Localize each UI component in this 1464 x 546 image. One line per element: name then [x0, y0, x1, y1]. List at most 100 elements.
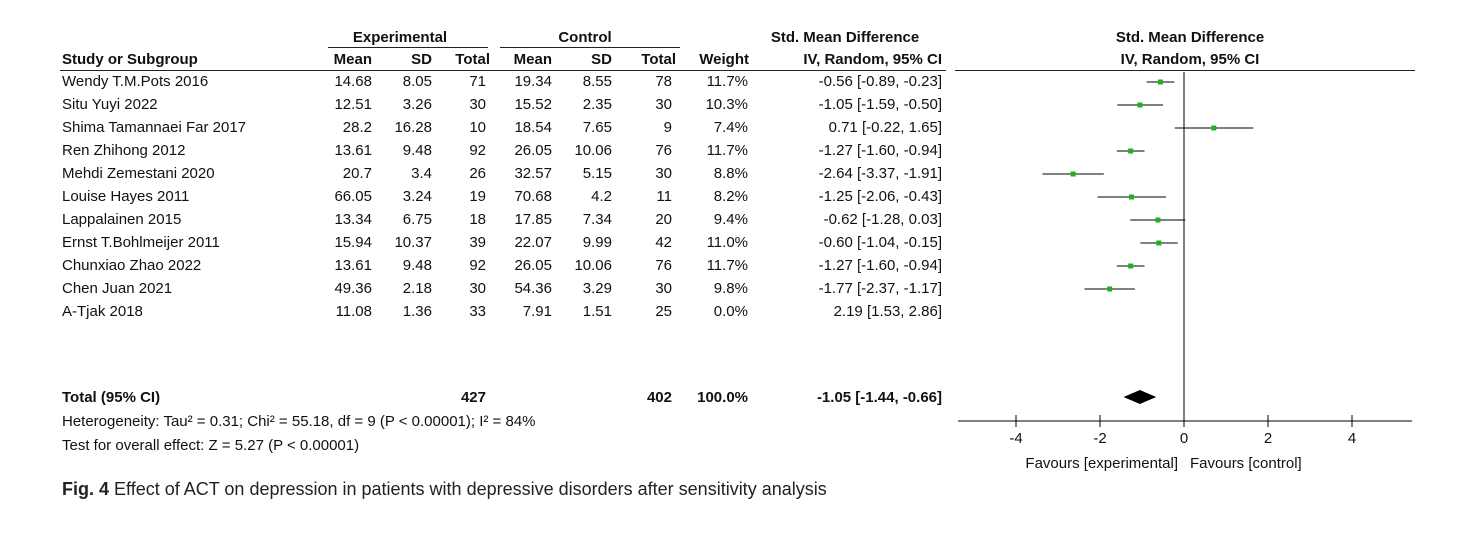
smd-plot-header: Std. Mean Difference — [1115, 29, 1265, 46]
exp-sd-header: SD — [411, 51, 432, 68]
exp-mean: 28.2 — [342, 119, 372, 136]
ctl-mean: 15.52 — [514, 96, 552, 113]
point-estimate — [1129, 194, 1134, 200]
exp-total: 39 — [469, 234, 486, 251]
study-name: Ernst T.Bohlmeijer 2011 — [62, 234, 220, 251]
figure-caption-text: Effect of ACT on depression in patients … — [114, 479, 827, 499]
ctl-mean: 18.54 — [514, 119, 552, 136]
weight: 0.0% — [713, 303, 748, 320]
exp-mean: 20.7 — [342, 165, 372, 182]
ctl-total: 25 — [655, 303, 672, 320]
ctl-total: 9 — [663, 119, 672, 136]
x-tick-label: 4 — [1348, 430, 1356, 447]
ctl-mean: 7.91 — [522, 303, 552, 320]
exp-total: 18 — [469, 211, 486, 228]
ci-text: -0.60 [-1.04, -0.15] — [818, 234, 942, 251]
exp-total: 19 — [469, 188, 486, 205]
x-tick-label: -2 — [1093, 430, 1106, 447]
exp-sd: 9.48 — [402, 257, 432, 274]
ctl-total-header: Total — [641, 51, 676, 68]
study-name: Ren Zhihong 2012 — [62, 142, 186, 159]
total-weight: 100.0% — [697, 389, 748, 406]
weight: 11.7% — [706, 73, 748, 90]
ci-plot-header: IV, Random, 95% CI — [1120, 51, 1260, 68]
heterogeneity-stat: Heterogeneity: Tau² = 0.31; Chi² = 55.18… — [62, 413, 536, 430]
exp-sd: 9.48 — [402, 142, 432, 159]
experimental-underline — [328, 47, 488, 48]
exp-sd: 3.24 — [402, 188, 432, 205]
x-tick-label: 0 — [1180, 430, 1188, 447]
study-name: Shima Tamannaei Far 2017 — [62, 119, 246, 136]
ctl-total: 30 — [655, 280, 672, 297]
exp-mean: 13.61 — [334, 257, 372, 274]
study-name: Mehdi Zemestani 2020 — [62, 165, 215, 182]
point-estimate — [1157, 79, 1163, 85]
ctl-sd: 9.99 — [582, 234, 612, 251]
ctl-total: 11 — [656, 188, 672, 205]
weight: 9.4% — [713, 211, 748, 228]
weight: 8.8% — [713, 165, 748, 182]
favours-control-note: Favours [control] — [1190, 455, 1302, 472]
weight: 8.2% — [713, 188, 748, 205]
ctl-total: 78 — [655, 73, 672, 90]
study-name: Louise Hayes 2011 — [62, 188, 190, 205]
figure-caption: Fig. 4 Effect of ACT on depression in pa… — [62, 479, 827, 500]
exp-sd: 10.37 — [394, 234, 432, 251]
ctl-sd: 7.34 — [582, 211, 612, 228]
exp-mean: 15.94 — [334, 234, 372, 251]
ctl-mean: 22.07 — [514, 234, 552, 251]
ctl-sd: 10.06 — [574, 257, 612, 274]
overall-effect-stat: Test for overall effect: Z = 5.27 (P < 0… — [62, 437, 360, 454]
exp-mean: 13.61 — [334, 142, 372, 159]
ctl-total: 20 — [655, 211, 672, 228]
exp-mean: 66.05 — [334, 188, 372, 205]
ctl-mean: 32.57 — [514, 165, 552, 182]
exp-mean: 13.34 — [334, 211, 372, 228]
ci-text: -1.25 [-2.06, -0.43] — [818, 188, 942, 205]
ctl-mean: 17.85 — [514, 211, 552, 228]
ctl-total: 30 — [655, 96, 672, 113]
exp-total: 26 — [469, 165, 486, 182]
study-column-header: Study or Subgroup — [62, 51, 198, 68]
weight: 11.7% — [706, 142, 748, 159]
exp-total: 71 — [469, 73, 486, 90]
total-ci: -1.05 [-1.44, -0.66] — [816, 389, 942, 406]
ci-text: -0.56 [-0.89, -0.23] — [818, 73, 942, 90]
plot-header-rule — [955, 70, 1415, 71]
study-name: Chunxiao Zhao 2022 — [62, 257, 202, 274]
ctl-sd: 2.35 — [582, 96, 612, 113]
x-tick-label: -4 — [1009, 430, 1022, 447]
ctl-total-sum: 402 — [646, 389, 672, 406]
ctl-total: 76 — [655, 142, 672, 159]
point-estimate — [1211, 125, 1217, 131]
ctl-sd-header: SD — [591, 51, 612, 68]
ctl-sd: 7.65 — [582, 119, 612, 136]
weight-header: Weight — [699, 51, 749, 68]
pooled-diamond — [1123, 390, 1157, 404]
exp-mean: 11.08 — [335, 303, 372, 320]
ctl-sd: 10.06 — [574, 142, 612, 159]
exp-total: 92 — [469, 142, 486, 159]
point-estimate — [1107, 286, 1113, 292]
exp-mean: 12.51 — [334, 96, 372, 113]
ctl-mean-header: Mean — [513, 51, 552, 68]
ci-header: IV, Random, 95% CI — [803, 51, 942, 68]
exp-mean: 14.68 — [334, 73, 372, 90]
exp-total-sum: 427 — [460, 389, 486, 406]
exp-sd: 3.4 — [411, 165, 432, 182]
exp-sd: 1.36 — [402, 303, 432, 320]
weight: 10.3% — [705, 96, 748, 113]
exp-sd: 8.05 — [402, 73, 432, 90]
ctl-mean: 26.05 — [514, 257, 552, 274]
exp-sd: 16.28 — [394, 119, 432, 136]
ctl-mean: 54.36 — [514, 280, 552, 297]
exp-total: 10 — [469, 119, 486, 136]
ctl-sd: 5.15 — [582, 165, 612, 182]
ctl-mean: 70.68 — [514, 188, 552, 205]
exp-mean-header: Mean — [333, 51, 372, 68]
exp-total: 92 — [469, 257, 486, 274]
figure-number: Fig. 4 — [62, 479, 110, 499]
exp-total: 30 — [469, 280, 486, 297]
ci-text: -2.64 [-3.37, -1.91] — [818, 165, 942, 182]
study-name: Situ Yuyi 2022 — [62, 96, 158, 113]
